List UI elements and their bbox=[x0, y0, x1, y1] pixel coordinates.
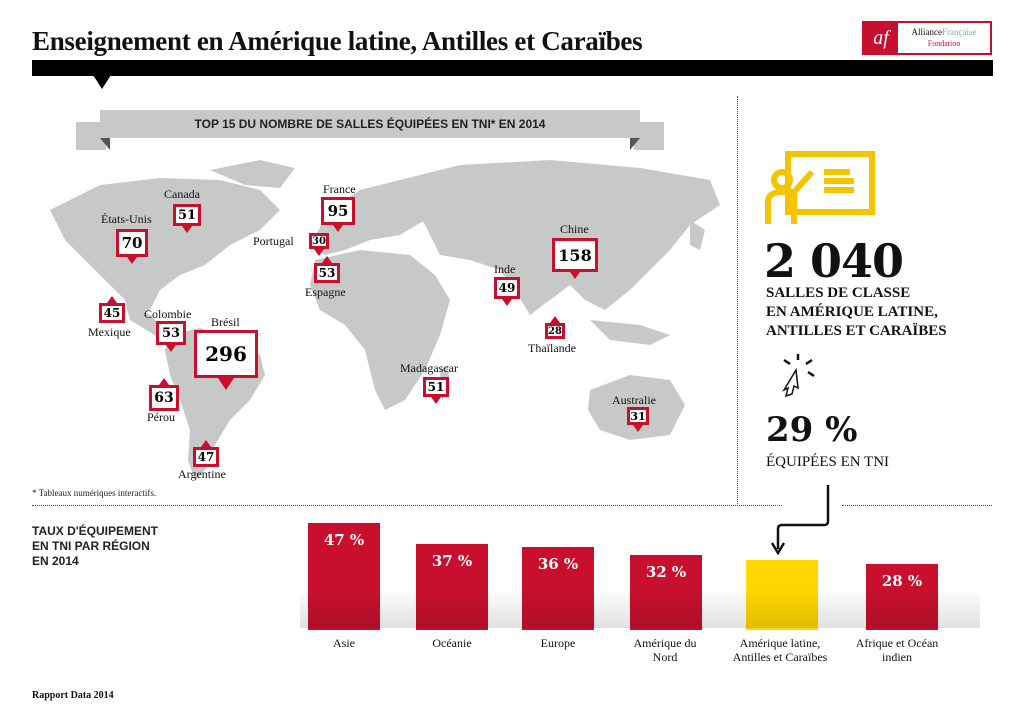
divider-vertical bbox=[737, 96, 738, 506]
teacher-board-icon bbox=[765, 151, 875, 224]
pin-etats-unis: 70 bbox=[116, 229, 148, 264]
region-bar-chart: 47 % 37 % 36 % 32 % 28 % bbox=[300, 510, 980, 630]
pin-argentine: 47 bbox=[193, 440, 219, 467]
logo-fondation: Fondation bbox=[927, 39, 961, 48]
category-amerique-du-nord: Amérique du Nord bbox=[633, 636, 697, 664]
classroom-count: 2 040 bbox=[764, 234, 904, 288]
label-france: France bbox=[323, 182, 356, 196]
map-ribbon-title: TOP 15 DU NOMBRE DE SALLES ÉQUIPÉES EN T… bbox=[100, 110, 640, 138]
pin-mexique: 45 bbox=[99, 296, 125, 323]
alliance-francaise-logo: af AllianceFrançaise Fondation bbox=[862, 21, 992, 55]
header-bar bbox=[32, 60, 993, 76]
page-title: Enseignement en Amérique latine, Antille… bbox=[32, 26, 643, 56]
classroom-caption: SALLES DE CLASSE EN AMÉRIQUE LATINE, ANT… bbox=[766, 285, 947, 339]
divider-horizontal-right bbox=[842, 505, 992, 506]
bar-europe: 36 % bbox=[522, 547, 594, 630]
category-europe: Europe bbox=[540, 636, 576, 650]
pin-france: 95 bbox=[321, 197, 355, 232]
bar-amerique-du-nord: 32 % bbox=[630, 555, 702, 630]
ribbon-fold-left bbox=[100, 138, 110, 150]
label-australie: Australie bbox=[612, 393, 656, 407]
af-mark: af bbox=[864, 23, 898, 53]
logo-alliance: Alliance bbox=[911, 27, 943, 37]
logo-francaise: Française bbox=[942, 27, 977, 37]
label-inde: Inde bbox=[494, 262, 516, 276]
label-canada: Canada bbox=[164, 187, 200, 201]
label-colombie: Colombie bbox=[144, 307, 192, 321]
pin-espagne: 53 bbox=[314, 256, 340, 283]
pin-thailande: 28 bbox=[545, 316, 565, 339]
source-footer: Rapport Data 2014 bbox=[32, 690, 114, 701]
label-bresil: Brésil bbox=[211, 315, 240, 329]
world-map bbox=[50, 160, 720, 480]
label-etats-unis: États-Unis bbox=[101, 212, 152, 226]
pin-chine: 158 bbox=[552, 238, 598, 279]
pin-australie: 31 bbox=[627, 407, 649, 432]
equipped-percent: 29 % bbox=[766, 410, 858, 450]
pin-inde: 49 bbox=[494, 277, 520, 306]
category-afrique: Afrique et Océan indien bbox=[855, 636, 939, 664]
bar-asie: 47 % bbox=[308, 523, 380, 630]
category-oceanie: Océanie bbox=[432, 636, 472, 650]
label-mexique: Mexique bbox=[88, 325, 131, 339]
region-chart-title: TAUX D'ÉQUIPEMENT EN TNI PAR RÉGION EN 2… bbox=[32, 524, 158, 568]
header-notch bbox=[93, 75, 111, 89]
pin-canada: 51 bbox=[173, 204, 201, 233]
label-thailande: Thaïlande bbox=[528, 341, 576, 355]
category-asie: Asie bbox=[333, 636, 355, 650]
label-chine: Chine bbox=[560, 222, 589, 236]
label-madagascar: Madagascar bbox=[400, 361, 458, 375]
footnote: * Tableaux numériques interactifs. bbox=[32, 488, 157, 498]
pin-bresil: 296 bbox=[194, 330, 258, 390]
pointer-arrow-icon bbox=[770, 485, 830, 555]
equipped-caption: ÉQUIPÉES EN TNI bbox=[766, 454, 890, 470]
click-cursor-icon bbox=[782, 354, 815, 398]
label-perou: Pérou bbox=[147, 410, 175, 424]
label-portugal: Portugal bbox=[253, 234, 294, 248]
label-espagne: Espagne bbox=[305, 285, 346, 299]
pin-portugal: 30 bbox=[309, 233, 329, 256]
pin-colombie: 53 bbox=[156, 321, 186, 352]
pin-perou: 63 bbox=[149, 378, 179, 411]
label-argentine: Argentine bbox=[178, 467, 226, 481]
category-amerique-latine: Amérique latine, Antilles et Caraïbes bbox=[732, 636, 828, 664]
bar-afrique: 28 % bbox=[866, 564, 938, 630]
bar-amerique-latine bbox=[746, 560, 818, 630]
pin-madagascar: 51 bbox=[423, 377, 449, 404]
bar-oceanie: 37 % bbox=[416, 544, 488, 630]
ribbon-fold-right bbox=[630, 138, 640, 150]
divider-horizontal-left bbox=[32, 505, 782, 506]
